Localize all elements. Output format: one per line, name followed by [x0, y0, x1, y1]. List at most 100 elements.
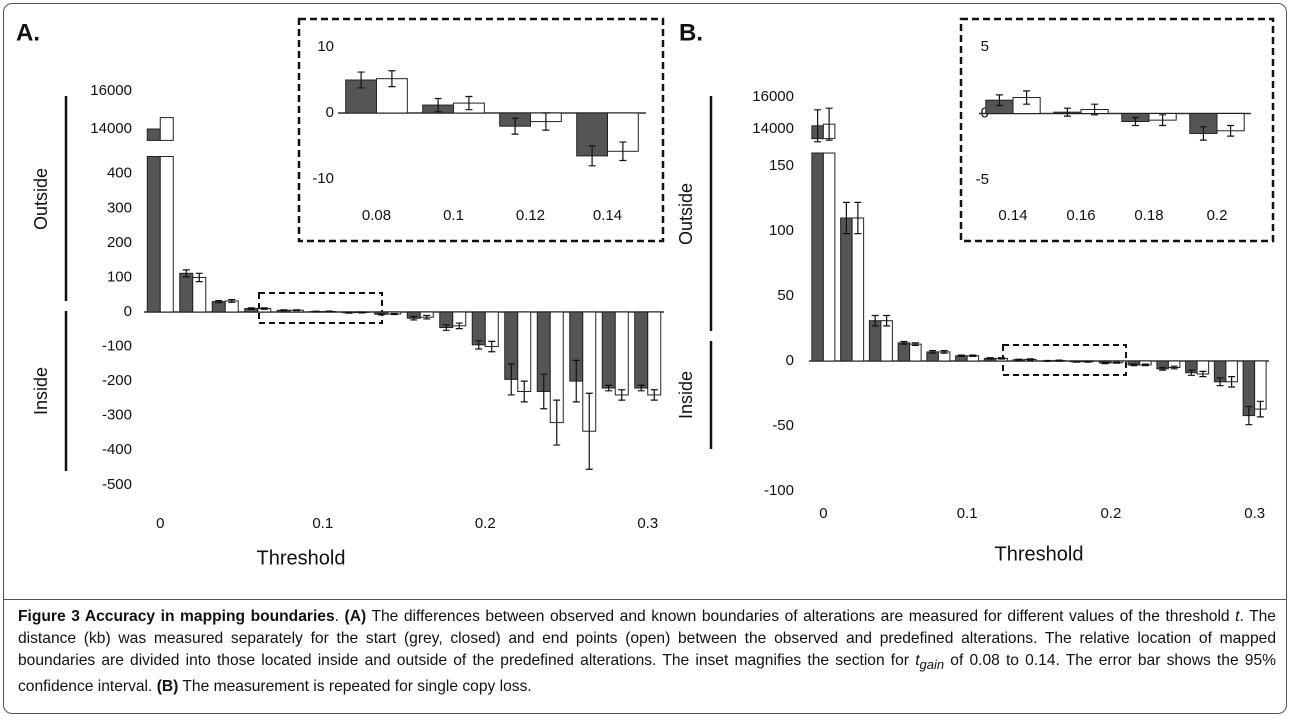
x-tick-label: 0: [156, 515, 164, 532]
error-bar: [182, 269, 190, 278]
caption-part: (B): [156, 678, 179, 696]
x-axis-title: Threshold: [995, 543, 1084, 565]
error-bar: [1199, 370, 1207, 378]
caption-part: (A): [344, 608, 367, 625]
y-tick-label: -100: [764, 482, 794, 499]
y-tick-label: -5: [976, 171, 989, 188]
error-bar: [940, 350, 948, 354]
caption-subscript: gain: [919, 657, 945, 673]
error-bar: [1023, 90, 1031, 105]
x-tick-label: 0.3: [637, 515, 658, 532]
bar: [880, 320, 893, 362]
y-tick-label: -100: [102, 338, 132, 355]
bar: [146, 128, 161, 141]
error-bar: [540, 373, 548, 410]
error-bar: [1063, 107, 1071, 117]
y-tick-label: 10: [317, 38, 334, 55]
error-bar: [1044, 359, 1052, 362]
y-tick-label: 0: [326, 104, 334, 121]
bar: [179, 272, 194, 313]
error-bar: [325, 310, 333, 313]
error-bar: [488, 340, 496, 353]
inset-frame: [959, 17, 1275, 243]
caption-text: The measurement is repeated for single c…: [178, 678, 532, 696]
error-bar: [1131, 116, 1139, 127]
x-tick-label: 0: [819, 505, 827, 522]
error-bar: [455, 322, 463, 330]
caption: Figure 3 Accuracy in mapping boundaries.…: [18, 606, 1276, 698]
error-bar: [1072, 360, 1080, 363]
panel-label: B.: [679, 19, 703, 46]
region-label: Inside: [676, 371, 696, 419]
error-bar: [618, 389, 626, 401]
error-bar: [842, 201, 850, 235]
error-bar: [637, 384, 645, 392]
y-tick-label: 0: [786, 352, 794, 369]
bar: [634, 311, 649, 389]
error-bar: [377, 313, 385, 316]
error-bar: [1159, 114, 1167, 127]
chart: A. B. Outside Inside Outside Inside Thre…: [16, 17, 1275, 569]
caption-title: Figure 3 Accuracy in mapping boundaries: [18, 608, 335, 625]
bar: [822, 152, 836, 362]
error-bar: [1084, 360, 1092, 363]
caption-symbol: t: [915, 652, 920, 669]
caption-text: of 0.08 to 0.14. The error bar shows the…: [18, 652, 1276, 696]
x-tick-label: 0.1: [957, 505, 978, 522]
x-tick-label: 0.08: [362, 207, 391, 224]
error-bar: [388, 70, 396, 88]
error-bar: [1015, 358, 1023, 361]
bar: [897, 342, 911, 362]
region-label: Inside: [31, 367, 51, 415]
caption-symbol: t: [1235, 608, 1240, 625]
y-tick-label: 200: [107, 234, 132, 251]
x-tick-label: 0.14: [593, 207, 622, 224]
bar: [471, 311, 486, 346]
bar: [517, 311, 532, 392]
error-bar: [1101, 361, 1109, 365]
error-bar: [1159, 366, 1167, 371]
y-tick-label: 400: [107, 165, 132, 182]
region-label: Outside: [31, 168, 51, 230]
error-bar: [1113, 361, 1121, 364]
error-bar: [247, 307, 255, 310]
bar: [159, 117, 174, 141]
y-tick-label: 16000: [90, 82, 132, 99]
x-tick-label: 0.3: [1244, 505, 1265, 522]
error-bar: [542, 112, 550, 131]
error-bar: [814, 109, 822, 143]
error-bar: [1187, 369, 1195, 376]
x-tick-label: 0.2: [1207, 207, 1228, 224]
error-bar: [520, 380, 528, 403]
y-tick-label: 100: [107, 268, 132, 285]
y-tick-label: 14000: [752, 120, 794, 137]
x-tick-label: 0.2: [475, 515, 496, 532]
region-label: Outside: [676, 183, 696, 245]
error-bar: [260, 307, 268, 310]
error-bar: [357, 71, 365, 89]
x-tick-label: 0.2: [1100, 505, 1121, 522]
error-bar: [1141, 363, 1149, 367]
x-tick-label: 0.18: [1134, 207, 1163, 224]
bar: [159, 156, 174, 313]
x-tick-label: 0.12: [516, 207, 545, 224]
error-bar: [410, 315, 418, 321]
bar: [614, 311, 629, 396]
error-bar: [280, 309, 288, 312]
error-bar: [572, 359, 580, 403]
error-bar: [465, 95, 473, 111]
y-tick-label: 16000: [752, 88, 794, 105]
error-bar: [995, 94, 1003, 107]
error-bar: [1170, 365, 1178, 370]
error-bar: [1256, 400, 1264, 418]
error-bar: [507, 363, 515, 396]
error-bar: [1245, 405, 1253, 426]
error-bar: [215, 300, 223, 304]
caption-text: The differences between observed and kno…: [366, 608, 1236, 625]
error-bar: [1055, 359, 1063, 362]
error-bar: [423, 314, 431, 320]
error-bar: [1026, 358, 1034, 361]
error-bar: [390, 312, 398, 316]
y-tick-label: 50: [777, 287, 794, 304]
bar: [146, 156, 161, 313]
